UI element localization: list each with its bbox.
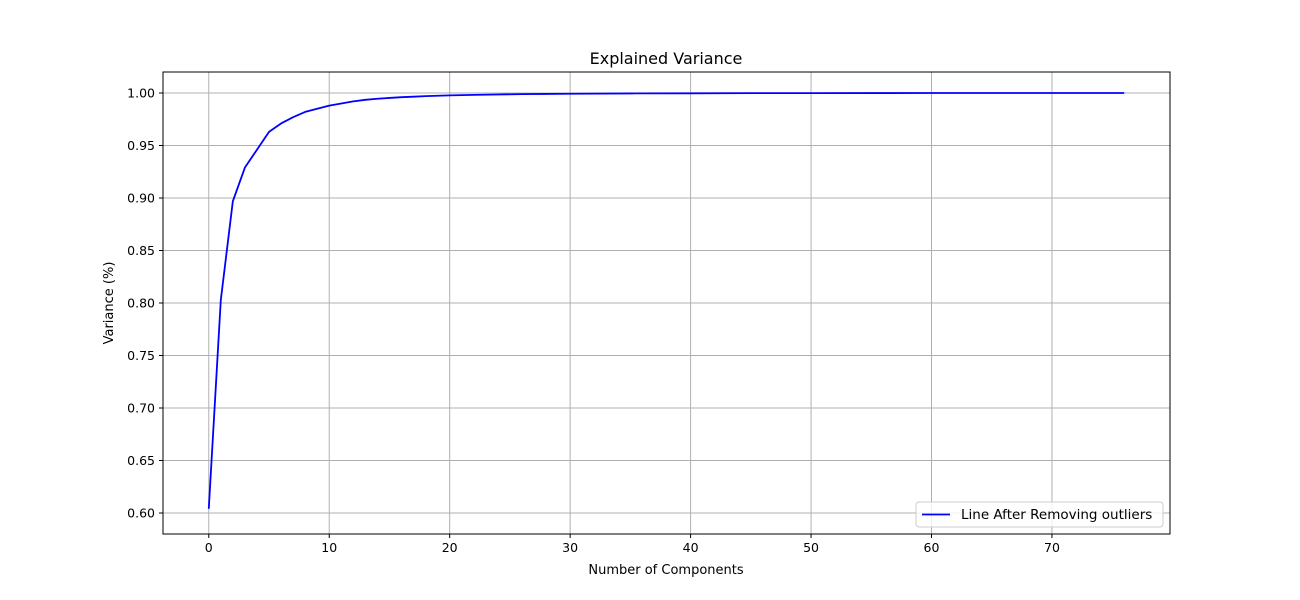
y-tick-label: 0.95	[127, 138, 155, 153]
x-tick-label: 60	[924, 540, 940, 555]
x-tick-label: 30	[562, 540, 578, 555]
y-tick-label: 0.85	[127, 243, 155, 258]
x-tick-label: 0	[205, 540, 213, 555]
y-tick-label: 1.00	[127, 86, 155, 101]
legend: Line After Removing outliers	[915, 501, 1164, 528]
x-tick-label: 40	[683, 540, 699, 555]
y-tick-label: 0.75	[127, 348, 155, 363]
legend-entry-label: Line After Removing outliers	[961, 507, 1152, 523]
y-tick-label: 0.70	[127, 401, 155, 416]
chart-title: Explained Variance	[590, 49, 743, 68]
y-tick-label: 0.90	[127, 191, 155, 206]
y-tick-label: 0.60	[127, 506, 155, 521]
axis-ticks: 0 10 20 30 40 50 60 70 0.60 0.65 0.70 0.75 0.80 0.85 0…	[127, 86, 1060, 556]
y-axis-label: Variance (%)	[102, 262, 117, 345]
y-tick-label: 0.65	[127, 453, 155, 468]
x-tick-label: 50	[803, 540, 819, 555]
x-tick-label: 20	[442, 540, 458, 555]
y-tick-label: 0.80	[127, 296, 155, 311]
legend-box	[915, 501, 1164, 528]
series-layer	[207, 92, 1125, 509]
x-tick-label: 10	[321, 540, 337, 555]
grid-lines	[163, 72, 1170, 534]
x-axis-label: Number of Components	[588, 563, 743, 578]
series-line	[207, 92, 1125, 509]
x-tick-label: 70	[1044, 540, 1060, 555]
